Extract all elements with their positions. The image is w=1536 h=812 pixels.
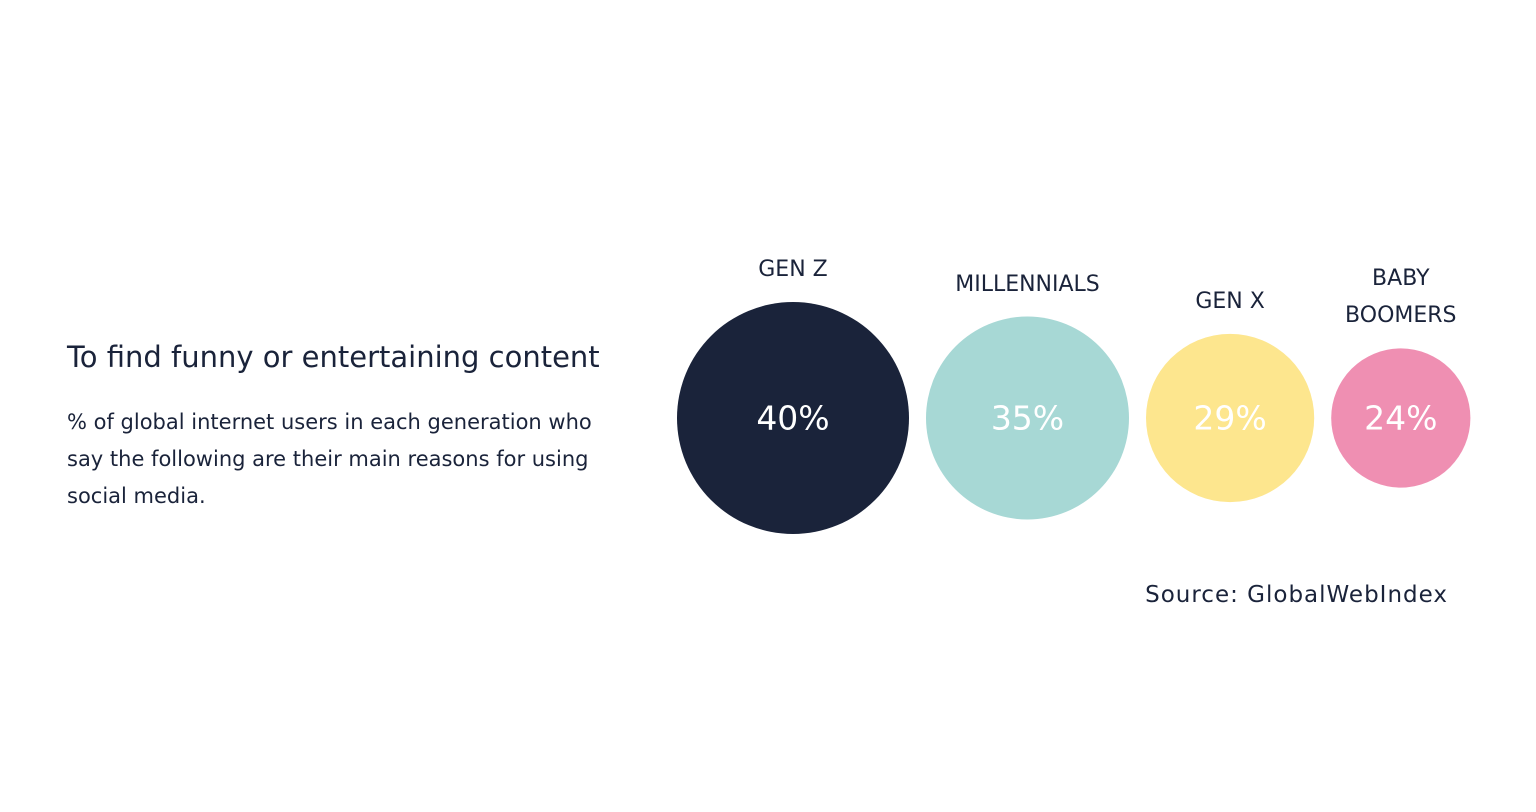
category-label: GEN X: [1195, 288, 1265, 314]
value-label: 40%: [756, 399, 829, 438]
bubble: [677, 302, 909, 534]
category-label: MILLENNIALS: [955, 271, 1100, 297]
bubble: [1146, 333, 1315, 503]
value-label: 29%: [1193, 399, 1266, 438]
value-label: 35%: [991, 399, 1064, 438]
chart-title: To find funny or entertaining content: [67, 340, 600, 374]
category-label: BABY BOOMERS: [1345, 266, 1457, 329]
chart-subtitle: % of global internet users in each gener…: [67, 410, 592, 508]
source: Source: GlobalWebIndex: [1145, 582, 1448, 608]
category-label: GEN Z: [758, 257, 828, 282]
bubble: [926, 316, 1129, 520]
value-label: 24%: [1364, 399, 1437, 438]
bubble: [1331, 348, 1471, 488]
